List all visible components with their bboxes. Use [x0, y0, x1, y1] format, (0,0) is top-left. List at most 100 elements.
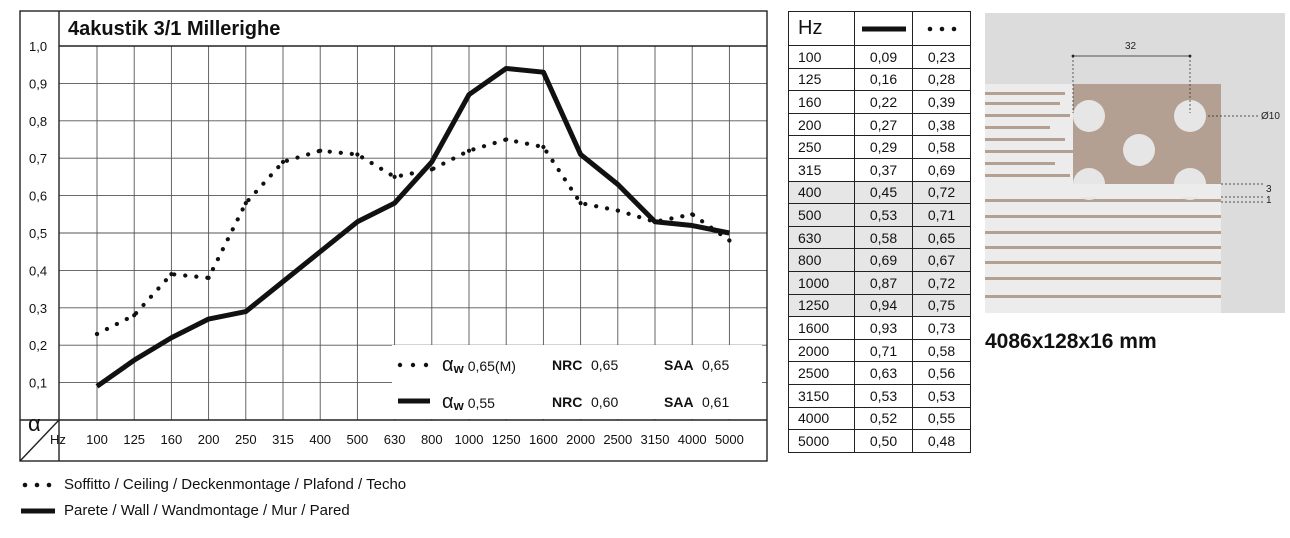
- dim-1-label: 1: [1266, 195, 1272, 206]
- table-cell-hz: 100: [788, 45, 855, 69]
- drawing-left-board: [985, 84, 1073, 184]
- corner-diagonal: [19, 419, 60, 462]
- series-ceiling-point: [392, 174, 397, 179]
- groove-line: [985, 162, 1055, 165]
- table-cell-hz: 2000: [788, 338, 855, 363]
- table-cell-ceiling: 0,56: [912, 361, 971, 385]
- legend-ceiling-label: Soffitto / Ceiling / Deckenmontage / Pla…: [64, 476, 407, 493]
- series-wall-line: [95, 65, 730, 389]
- series-ceiling-point: [429, 167, 434, 172]
- series-ceiling-point: [169, 272, 174, 277]
- legend-wall-solid-icon: [21, 508, 55, 513]
- groove-line: [985, 126, 1050, 129]
- series-ceiling-point: [280, 159, 286, 165]
- y-tick-label: 0,8: [29, 114, 47, 129]
- table-header-hz: Hz: [788, 11, 855, 46]
- svg-text:αw0,55: αw 0,55: [442, 391, 495, 413]
- series-ceiling-point: [615, 208, 620, 213]
- table-header-solid-icon: [854, 11, 913, 46]
- table-cell-ceiling: 0,71: [912, 203, 971, 227]
- y-tick-label: 0,4: [29, 263, 47, 278]
- table-cell-wall: 0,94: [854, 293, 913, 318]
- groove-line: [985, 246, 1221, 249]
- rating-solid-saa-label: SAA: [664, 394, 694, 410]
- dim-pitch-end-left: [1071, 54, 1075, 58]
- rating-dotted-alpha-sub: w: [453, 361, 465, 376]
- x-tick-label: 1000: [455, 432, 484, 447]
- x-tick-label: 800: [421, 432, 443, 447]
- table-cell-ceiling: 0,67: [912, 248, 971, 272]
- table-row: 100 0,09 0,23: [788, 45, 971, 69]
- table-cell-wall: 0,87: [854, 270, 913, 295]
- svg-text:αw0,65(M): αw 0,65(M): [442, 354, 516, 376]
- table-row: 160 0,22 0,39: [788, 90, 971, 114]
- x-tick-label: 2000: [566, 432, 595, 447]
- table-row: 4000 0,52 0,55: [788, 406, 971, 431]
- rating-solid-alpha: α: [442, 391, 454, 413]
- table-cell-wall: 0,63: [854, 361, 913, 385]
- series-ceiling-point: [206, 275, 211, 280]
- y-tick-labels: 0,1 0,2 0,3 0,4 0,5 0,6 0,7 0,8 0,9 1,0: [29, 39, 47, 391]
- rating-row-dotted: αw 0,65(M) NRC 0,65 SAA 0,65: [397, 354, 729, 376]
- rating-dotted-saa-value: 0,65: [702, 357, 729, 373]
- table-cell-hz: 315: [788, 157, 855, 182]
- x-tick-label: 125: [123, 432, 145, 447]
- table-cell-wall: 0,52: [854, 406, 913, 431]
- table-cell-wall: 0,29: [854, 135, 913, 159]
- table-cell-hz: 2500: [788, 361, 855, 385]
- table-cell-wall: 0,45: [854, 180, 913, 205]
- dim-pitch-label: 32: [1125, 41, 1137, 52]
- x-tick-label: 4000: [678, 432, 707, 447]
- dim-pitch-end-right: [1188, 54, 1192, 58]
- table-row: 2000 0,71 0,58: [788, 338, 971, 363]
- table-cell-hz: 125: [788, 67, 855, 92]
- perforation-holes: [1073, 100, 1221, 200]
- table-row: 1000 0,87 0,72: [788, 270, 971, 295]
- table-cell-ceiling: 0,69: [912, 157, 971, 182]
- perforation-hole: [1123, 134, 1155, 166]
- table-cell-wall: 0,27: [854, 112, 913, 137]
- table-cell-hz: 200: [788, 112, 855, 137]
- groove-line: [985, 150, 1075, 153]
- table-cell-wall: 0,09: [854, 45, 913, 69]
- table-cell-wall: 0,37: [854, 157, 913, 182]
- table-cell-ceiling: 0,28: [912, 67, 971, 92]
- table-cell-hz: 1600: [788, 316, 855, 340]
- rating-dotted-alpha: α: [442, 354, 454, 376]
- legend-ceiling: Soffitto / Ceiling / Deckenmontage / Pla…: [20, 476, 406, 493]
- series-ceiling-line: [94, 137, 732, 337]
- legend-wall-label: Parete / Wall / Wandmontage / Mur / Pare…: [64, 502, 350, 519]
- dim-hole-label: Ø10: [1261, 111, 1280, 122]
- x-tick-label: 315: [272, 432, 294, 447]
- groove-line: [985, 215, 1221, 218]
- groove-line: [985, 261, 1221, 264]
- table-cell-ceiling: 0,72: [912, 180, 971, 205]
- series-ceiling-point: [504, 137, 509, 142]
- table-cell-ceiling: 0,38: [912, 112, 971, 137]
- series-ceiling-point: [318, 148, 323, 153]
- legend-box-bg: [392, 345, 762, 419]
- x-tick-label: 160: [161, 432, 183, 447]
- table-cell-wall: 0,53: [854, 203, 913, 227]
- table-cell-wall: 0,58: [854, 225, 913, 250]
- table-cell-hz: 5000: [788, 429, 855, 453]
- table-cell-ceiling: 0,58: [912, 135, 971, 159]
- rating-solid-nrc-label: NRC: [552, 394, 582, 410]
- legend-wall: Parete / Wall / Wandmontage / Mur / Pare…: [20, 502, 350, 519]
- rating-dotted-swatch: [397, 362, 429, 368]
- y-tick-label: 0,2: [29, 338, 47, 353]
- drawing-board-edge: [1073, 184, 1221, 197]
- table-cell-ceiling: 0,23: [912, 45, 971, 69]
- table-cell-ceiling: 0,55: [912, 406, 971, 431]
- table-row: 200 0,27 0,38: [788, 112, 971, 137]
- x-tick-label: 5000: [715, 432, 744, 447]
- table-cell-ceiling: 0,39: [912, 90, 971, 114]
- table-header-dotted-icon: [912, 11, 971, 46]
- table-row: 5000 0,50 0,48: [788, 429, 971, 453]
- table-cell-hz: 4000: [788, 406, 855, 431]
- table-row: 400 0,45 0,72: [788, 180, 971, 205]
- x-tick-label: 500: [347, 432, 369, 447]
- x-tick-labels: 100 125 160 200 250 315 400 500 630 800 1000 1250 16…: [86, 432, 744, 447]
- x-tick-label: 200: [198, 432, 220, 447]
- groove-line: [985, 231, 1221, 234]
